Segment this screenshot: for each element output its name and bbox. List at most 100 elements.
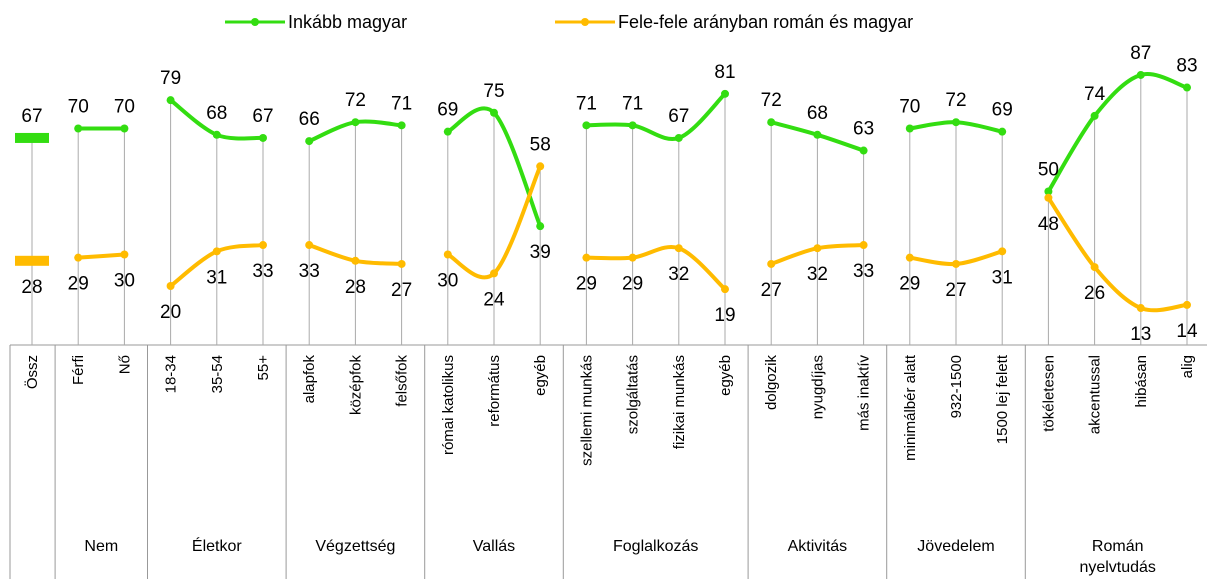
data-label: 70	[899, 97, 920, 118]
data-label: 29	[622, 274, 643, 295]
point	[905, 124, 914, 133]
data-label: 87	[1130, 43, 1151, 64]
point	[767, 118, 776, 127]
data-label: 70	[114, 97, 135, 118]
point	[212, 130, 221, 139]
x-tick-label: fizikai munkás	[671, 355, 688, 449]
x-tick-label: szolgáltatás	[625, 355, 642, 434]
point	[1090, 263, 1099, 272]
data-label: 39	[530, 242, 551, 263]
point	[859, 241, 868, 250]
x-tick-label: nyugdíjas	[809, 355, 826, 419]
point	[305, 137, 314, 146]
data-label: 75	[483, 81, 504, 102]
point	[582, 253, 591, 262]
group-label: Végzettség	[315, 538, 396, 555]
point	[351, 256, 360, 265]
group-label: Vallás	[472, 538, 516, 555]
data-label: 72	[945, 90, 966, 111]
point	[351, 118, 360, 127]
data-label: 32	[807, 264, 828, 285]
x-tick-label: alig	[1179, 355, 1196, 378]
data-label: 63	[853, 119, 874, 140]
point	[120, 124, 129, 133]
group-label: Életkor	[191, 538, 242, 555]
x-tick-label: Férfi	[70, 355, 87, 385]
data-label: 71	[622, 93, 643, 114]
data-label: 31	[992, 267, 1013, 288]
point	[952, 259, 960, 268]
data-label: 29	[576, 274, 597, 295]
data-label: 72	[761, 90, 782, 111]
point	[1183, 83, 1191, 92]
x-tick-label: középfok	[347, 355, 364, 416]
point	[490, 108, 498, 117]
group-label: Jövedelem	[917, 538, 995, 555]
data-label: 67	[21, 106, 42, 127]
data-label: 68	[807, 103, 828, 124]
data-label: 66	[299, 109, 320, 130]
point	[443, 127, 452, 136]
data-label: 29	[68, 274, 89, 295]
x-tick-label: egyéb	[717, 355, 734, 396]
point	[74, 253, 83, 262]
data-label: 71	[391, 93, 412, 114]
x-tick-label: 35-54	[209, 355, 226, 393]
point	[259, 241, 267, 250]
point	[1136, 304, 1145, 313]
x-tick-label: 18-34	[163, 355, 180, 393]
point	[813, 130, 822, 139]
group-label: Nem	[84, 538, 119, 555]
series-line	[586, 92, 727, 141]
data-label: 58	[530, 134, 551, 155]
point	[1090, 111, 1099, 120]
x-tick-label: hibásan	[1133, 355, 1150, 408]
group-label: Foglalkozás	[613, 538, 699, 555]
x-tick-label: Nő	[116, 355, 133, 374]
point	[721, 89, 729, 98]
point	[259, 133, 267, 142]
point	[998, 127, 1007, 136]
point	[397, 259, 406, 268]
legend-label: Fele-fele arányban román és magyar	[618, 12, 913, 32]
x-tick-label: alapfok	[301, 355, 318, 404]
x-tick-label: 55+	[255, 355, 272, 381]
data-label: 81	[714, 62, 735, 83]
point	[212, 247, 221, 256]
data-label: 28	[21, 277, 42, 298]
point	[628, 253, 637, 262]
legend-marker	[581, 18, 589, 26]
data-label: 71	[576, 93, 597, 114]
point	[1136, 70, 1145, 79]
point	[721, 285, 729, 294]
data-label: 29	[899, 274, 920, 295]
x-tick-label: egyéb	[532, 355, 549, 396]
data-label: 27	[391, 280, 412, 301]
series-line	[1046, 72, 1188, 193]
point	[490, 269, 498, 278]
x-tick-label: minimálbér alatt	[902, 354, 919, 461]
data-label: 33	[299, 261, 320, 282]
data-label: 79	[160, 68, 181, 89]
data-label: 67	[252, 106, 273, 127]
point	[813, 244, 822, 253]
total-marker	[15, 132, 49, 143]
point	[443, 250, 452, 259]
point	[536, 162, 545, 171]
point	[998, 247, 1007, 256]
total-marker	[15, 255, 49, 266]
point	[905, 253, 914, 262]
point	[397, 121, 406, 130]
point	[674, 133, 683, 142]
point	[582, 121, 591, 130]
data-label: 70	[68, 97, 89, 118]
x-tick-label: Össz	[23, 355, 41, 389]
data-label: 50	[1038, 160, 1059, 181]
x-tick-label: 1500 lej felett	[994, 354, 1011, 444]
x-tick-label: akcentussal	[1087, 355, 1104, 434]
data-label: 14	[1176, 321, 1198, 342]
point	[952, 118, 960, 127]
data-label: 19	[714, 305, 735, 326]
point	[1183, 300, 1191, 309]
